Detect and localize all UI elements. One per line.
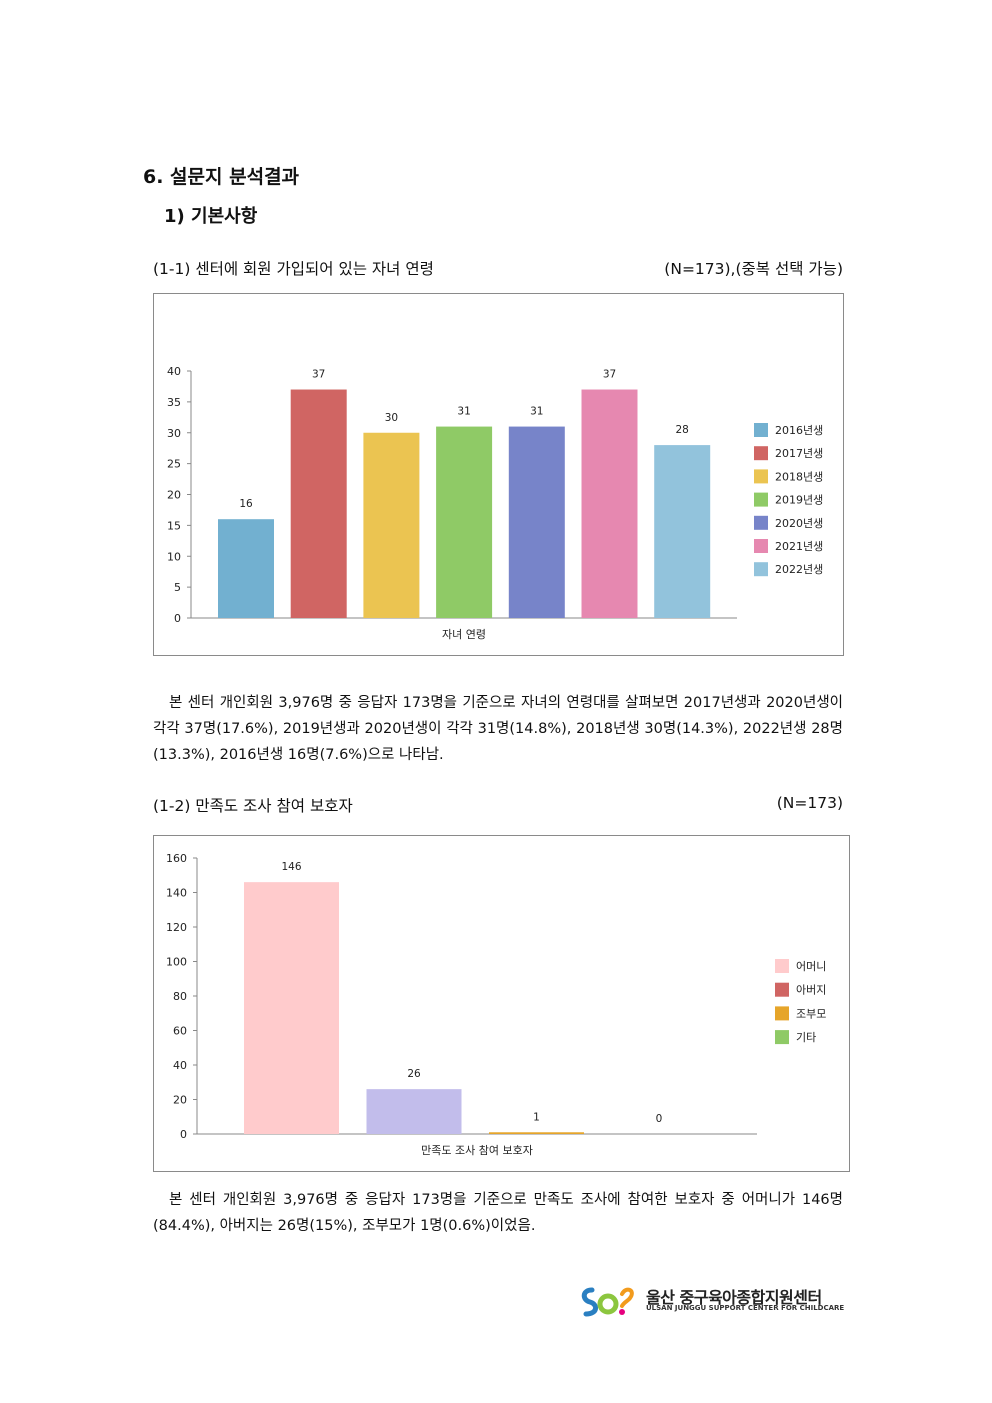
logo-subtitle: ULSAN JUNGGU SUPPORT CENTER FOR CHILDCAR… — [646, 1304, 845, 1312]
x-axis-label: 만족도 조사 참여 보호자 — [421, 1144, 533, 1157]
x-axis-label: 자녀 연령 — [442, 628, 486, 641]
y-tick-label: 160 — [166, 852, 187, 865]
legend-label: 조부모 — [796, 1007, 826, 1020]
y-tick-label: 80 — [173, 990, 187, 1003]
legend-swatch — [754, 469, 768, 484]
chart2-caption-n: (N=173) — [776, 794, 843, 812]
bar — [436, 426, 493, 618]
paragraph-1-text: 본 센터 개인회원 3,976명 중 응답자 173명을 기준으로 자녀의 연령… — [153, 695, 843, 763]
y-tick-label: 40 — [173, 1059, 187, 1072]
legend-label: 2017년생 — [775, 447, 823, 460]
bar — [290, 389, 347, 618]
bar — [366, 1089, 462, 1134]
y-tick-label: 140 — [166, 887, 187, 900]
paragraph-2: 본 센터 개인회원 3,976명 중 응답자 173명을 기준으로 만족도 조사… — [153, 1187, 843, 1239]
data-label: 31 — [530, 406, 543, 418]
y-tick-label: 15 — [167, 519, 181, 532]
logo-name: 울산 중구육아종합지원센터 — [646, 1288, 822, 1307]
chart1-caption-n: (N=173),(중복 선택 가능) — [664, 260, 843, 278]
center-logo: 울산 중구육아종합지원센터 ULSAN JUNGGU SUPPORT CENTE… — [578, 1282, 848, 1322]
y-tick-label: 35 — [167, 396, 181, 409]
y-tick-label: 60 — [173, 1025, 187, 1038]
subsection-title: 1) 기본사항 — [164, 206, 258, 227]
legend-label: 기타 — [796, 1031, 816, 1044]
legend-label: 2022년생 — [775, 563, 823, 576]
logo-emblem-icon — [581, 1287, 634, 1317]
legend-label: 아버지 — [796, 984, 826, 997]
y-tick-label: 25 — [167, 458, 181, 471]
y-tick-label: 20 — [167, 489, 181, 502]
y-tick-label: 5 — [174, 581, 181, 594]
legend-label: 2020년생 — [775, 517, 823, 530]
paragraph-1: 본 센터 개인회원 3,976명 중 응답자 173명을 기준으로 자녀의 연령… — [153, 690, 843, 768]
legend-swatch — [754, 492, 768, 507]
data-label: 1 — [533, 1111, 540, 1123]
bar — [581, 389, 638, 618]
bar — [244, 882, 339, 1134]
bar — [218, 519, 274, 618]
y-tick-label: 30 — [167, 427, 181, 440]
legend-swatch — [775, 1030, 789, 1045]
chart1-frame: 0 5 10 15 20 25 30 35 40 16 37 30 31 31 37 28 자녀 연령 2016년… — [153, 293, 844, 656]
legend-swatch — [754, 446, 768, 461]
data-label: 16 — [239, 498, 253, 510]
chart2-caption: (1-2) 만족도 조사 참여 보호자 (N=173) — [153, 794, 843, 816]
y-tick-label: 0 — [174, 612, 181, 625]
bar — [363, 432, 420, 618]
chart1-caption: (1-1) 센터에 회원 가입되어 있는 자녀 연령 (N=173),(중복 선… — [153, 257, 843, 279]
chart1-caption-title: (1-1) 센터에 회원 가입되어 있는 자녀 연령 — [153, 260, 434, 278]
data-label: 0 — [656, 1113, 663, 1125]
chart2-svg: 0 20 40 60 80 100 120 140 160 146 26 1 0 만족도 조사 참여 보호… — [166, 852, 826, 1157]
legend-swatch — [754, 423, 768, 437]
bar — [508, 426, 565, 618]
section-title: 6. 설문지 분석결과 — [143, 166, 300, 188]
legend-swatch — [775, 982, 789, 997]
y-tick-label: 100 — [166, 956, 187, 969]
data-label: 30 — [385, 412, 398, 424]
chart2-frame: 0 20 40 60 80 100 120 140 160 146 26 1 0 만족도 조사 참여 보호… — [153, 835, 850, 1172]
chart2-caption-title: (1-2) 만족도 조사 참여 보호자 — [153, 797, 353, 815]
legend-label: 2018년생 — [775, 470, 823, 483]
legend-swatch — [754, 562, 768, 577]
y-tick-label: 40 — [167, 365, 181, 378]
legend-swatch — [754, 515, 768, 530]
legend-swatch — [775, 1006, 789, 1021]
y-tick-label: 10 — [167, 550, 181, 563]
y-tick-label: 120 — [166, 921, 187, 934]
data-label: 37 — [603, 369, 616, 381]
legend-label: 2021년생 — [775, 540, 823, 553]
data-label: 31 — [457, 406, 470, 418]
bar — [654, 445, 711, 618]
paragraph-2-text: 본 센터 개인회원 3,976명 중 응답자 173명을 기준으로 만족도 조사… — [153, 1192, 843, 1234]
data-label: 146 — [281, 861, 301, 873]
y-tick-label: 20 — [173, 1094, 187, 1107]
legend-label: 2016년생 — [775, 424, 823, 437]
legend-swatch — [754, 539, 768, 553]
legend-swatch — [775, 959, 789, 973]
chart1-svg: 0 5 10 15 20 25 30 35 40 16 37 30 31 31 37 28 자녀 연령 2016년… — [167, 365, 823, 641]
legend-label: 2019년생 — [775, 494, 823, 507]
data-label: 28 — [676, 424, 689, 436]
y-tick-label: 0 — [180, 1128, 187, 1141]
data-label: 37 — [312, 369, 325, 381]
bar — [489, 1132, 584, 1134]
data-label: 26 — [407, 1068, 421, 1080]
legend-label: 어머니 — [796, 960, 826, 973]
